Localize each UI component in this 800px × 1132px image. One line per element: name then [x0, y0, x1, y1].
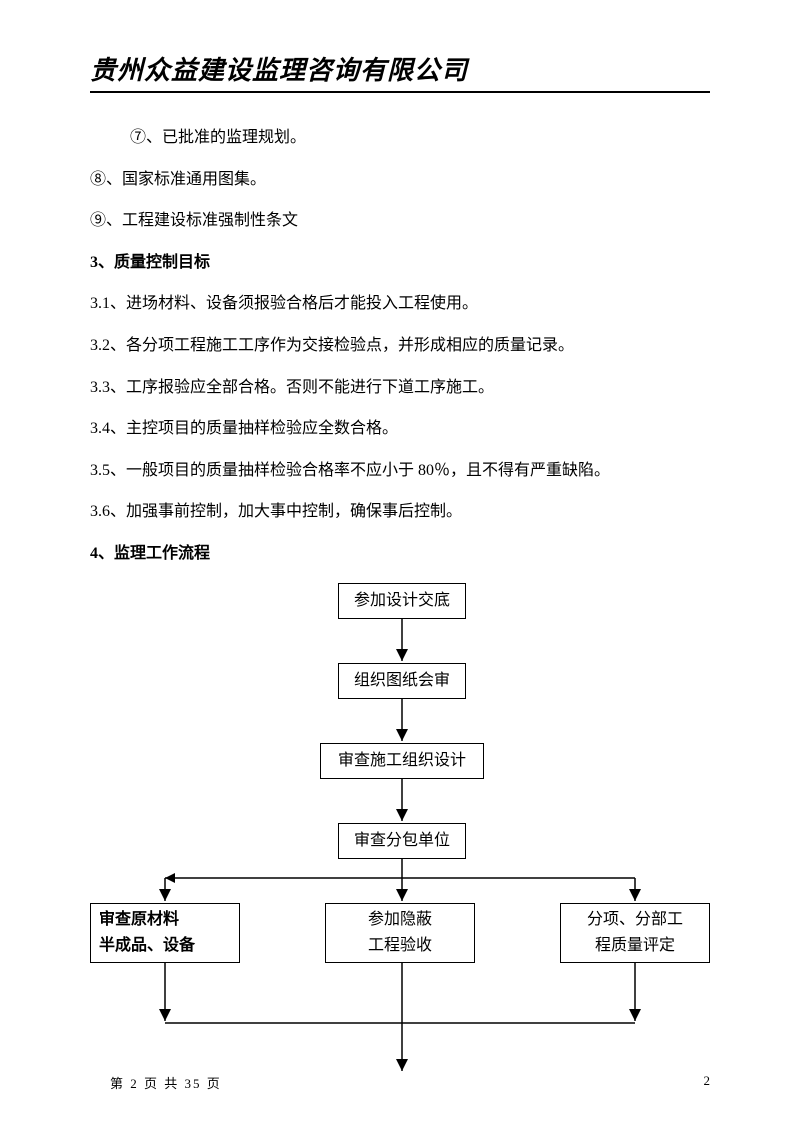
footer-page-info: 第 2 页 共 35 页 [110, 1073, 222, 1092]
flow-node-concealed: 参加隐蔽 工程验收 [325, 903, 475, 963]
flow-node-label: 审查施工组织设计 [338, 748, 466, 774]
flow-node-label: 工程验收 [368, 933, 432, 959]
list-item-7: ⑦、已批准的监理规划。 [90, 117, 710, 159]
flow-node-construction-design: 审查施工组织设计 [320, 743, 484, 779]
workflow-flowchart: 参加设计交底 组织图纸会审 审查施工组织设计 审查分包单位 审查原材料 半成品、… [90, 583, 710, 1083]
flow-node-quality: 分项、分部工 程质量评定 [560, 903, 710, 963]
flow-node-drawing-review: 组织图纸会审 [338, 663, 466, 699]
flow-node-label: 半成品、设备 [99, 933, 195, 959]
list-item-8: ⑧、国家标准通用图集。 [90, 159, 710, 201]
footer-page-number: 2 [704, 1073, 711, 1092]
list-item-9: ⑨、工程建设标准强制性条文 [90, 200, 710, 242]
page-footer: 第 2 页 共 35 页 2 [110, 1073, 710, 1092]
flow-node-label: 程质量评定 [595, 933, 675, 959]
sec3-5: 3.5、一般项目的质量抽样检验合格率不应小于 80％，且不得有严重缺陷。 [90, 450, 710, 492]
sec3-3: 3.3、工序报验应全部合格。否则不能进行下道工序施工。 [90, 367, 710, 409]
section-3-title: 3、质量控制目标 [90, 242, 710, 284]
company-name: 贵州众益建设监理咨询有限公司 [90, 50, 710, 87]
sec3-1: 3.1、进场材料、设备须报验合格后才能投入工程使用。 [90, 283, 710, 325]
header-rule [90, 91, 710, 93]
sec3-6: 3.6、加强事前控制，加大事中控制，确保事后控制。 [90, 491, 710, 533]
flow-node-label: 审查原材料 [99, 907, 179, 933]
flow-node-subcontractor: 审查分包单位 [338, 823, 466, 859]
flow-node-label: 参加设计交底 [354, 588, 450, 614]
flow-node-label: 参加隐蔽 [368, 907, 432, 933]
flow-node-label: 审查分包单位 [354, 828, 450, 854]
flow-node-materials: 审查原材料 半成品、设备 [90, 903, 240, 963]
flow-node-label: 分项、分部工 [587, 907, 683, 933]
flow-node-label: 组织图纸会审 [354, 668, 450, 694]
document-content: ⑦、已批准的监理规划。 ⑧、国家标准通用图集。 ⑨、工程建设标准强制性条文 3、… [90, 117, 710, 575]
sec3-4: 3.4、主控项目的质量抽样检验应全数合格。 [90, 408, 710, 450]
sec3-2: 3.2、各分项工程施工工序作为交接检验点，并形成相应的质量记录。 [90, 325, 710, 367]
section-4-title: 4、监理工作流程 [90, 533, 710, 575]
flow-node-design: 参加设计交底 [338, 583, 466, 619]
